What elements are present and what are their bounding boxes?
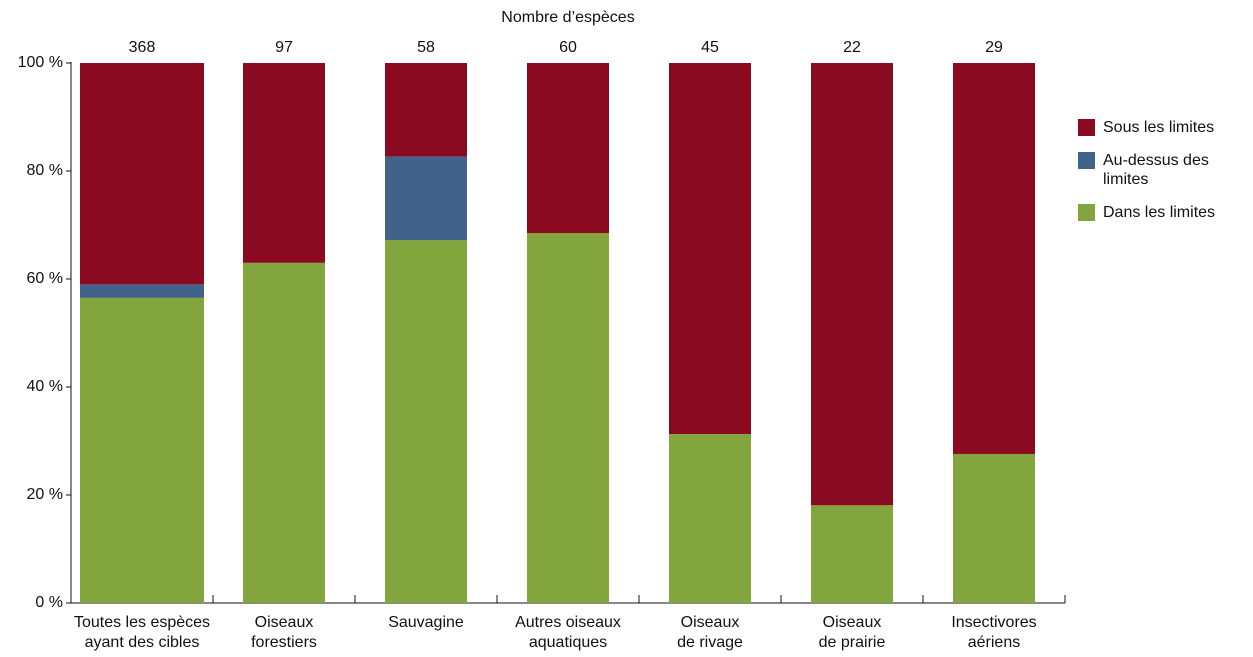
- count-label: 58: [417, 39, 435, 56]
- bar-segment: [385, 63, 467, 157]
- bar-segment: [80, 63, 204, 285]
- bar-segment: [527, 233, 609, 603]
- x-tick-label: aquatiques: [529, 634, 607, 651]
- x-tick-label: de rivage: [677, 634, 743, 651]
- y-tick-label: 20 %: [27, 486, 63, 503]
- bar-segment: [385, 156, 467, 241]
- bar-segment: [669, 433, 751, 603]
- x-tick-label: Oiseaux: [255, 614, 314, 631]
- legend-label: Sous les limites: [1103, 119, 1215, 136]
- x-tick-label: aériens: [968, 634, 1020, 651]
- x-tick-label: ayant des cibles: [85, 634, 200, 651]
- bar-segment: [527, 63, 609, 234]
- x-tick-label: Oiseaux: [681, 614, 740, 631]
- bar-segment: [243, 262, 325, 603]
- bar-segment: [80, 297, 204, 603]
- y-tick-label: 40 %: [27, 378, 63, 395]
- x-tick-label: Oiseaux: [823, 614, 882, 631]
- x-tick-label: Sauvagine: [388, 614, 464, 631]
- x-tick-label: de prairie: [819, 634, 886, 651]
- bar-segment: [953, 63, 1035, 454]
- bar-segment: [80, 284, 204, 298]
- bar-segment: [385, 240, 467, 603]
- bar-segment: [243, 63, 325, 263]
- x-tick-label: Insectivores: [951, 614, 1036, 631]
- x-tick-label: Toutes les espèces: [74, 614, 210, 631]
- y-tick-label: 80 %: [27, 162, 63, 179]
- legend-item: Sous les limites: [1078, 118, 1250, 137]
- y-tick-label: 100 %: [18, 54, 63, 71]
- y-tick-label: 60 %: [27, 270, 63, 287]
- legend-label: Dans les limites: [1103, 204, 1216, 221]
- count-label: 368: [129, 39, 156, 56]
- count-label: 29: [985, 39, 1003, 56]
- bar-segment: [953, 453, 1035, 603]
- legend-item: Dans les limites: [1078, 203, 1250, 222]
- legend-swatch: [1078, 204, 1095, 221]
- count-label: 97: [275, 39, 293, 56]
- counts-title: Nombre d’espèces: [501, 9, 634, 26]
- bar-segment: [669, 63, 751, 434]
- count-label: 45: [701, 39, 719, 56]
- legend-item: Au-dessus des limites: [1078, 151, 1250, 189]
- legend-swatch: [1078, 152, 1095, 169]
- x-tick-label: Autres oiseaux: [515, 614, 621, 631]
- x-tick-label: forestiers: [251, 634, 317, 651]
- bar-segment: [811, 505, 893, 603]
- count-label: 22: [843, 39, 861, 56]
- bar-segment: [811, 63, 893, 506]
- legend-label: Au-dessus des limites: [1103, 152, 1209, 188]
- legend-swatch: [1078, 119, 1095, 136]
- legend: Sous les limites Au-dessus des limites Dan…: [1078, 118, 1250, 236]
- count-label: 60: [559, 39, 577, 56]
- y-tick-label: 0 %: [35, 594, 63, 611]
